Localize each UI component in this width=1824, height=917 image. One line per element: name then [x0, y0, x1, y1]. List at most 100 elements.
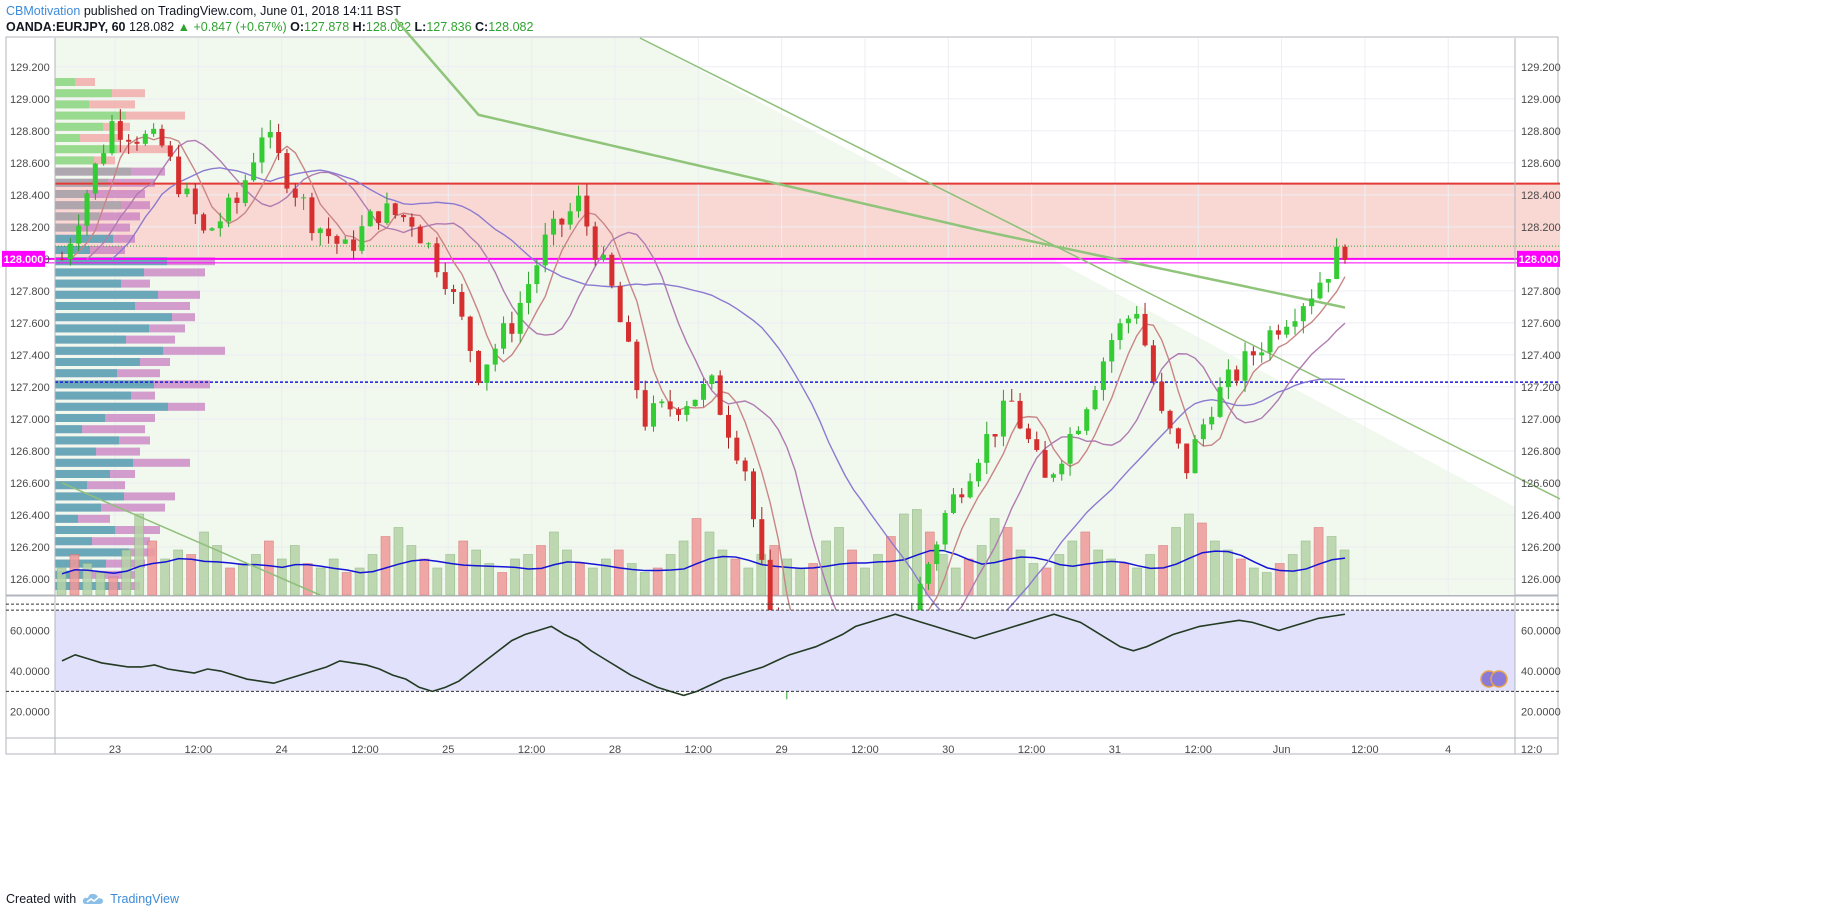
- candle-body[interactable]: [1225, 369, 1231, 388]
- candle-body[interactable]: [1192, 439, 1198, 474]
- candle-body[interactable]: [1217, 387, 1223, 417]
- candle-body[interactable]: [376, 211, 382, 223]
- candle-body[interactable]: [151, 128, 157, 134]
- candle-body[interactable]: [1200, 424, 1206, 440]
- candle-body[interactable]: [509, 323, 515, 334]
- candle-body[interactable]: [426, 243, 432, 245]
- candle-body[interactable]: [126, 139, 132, 142]
- candle-body[interactable]: [117, 121, 123, 140]
- candle-body[interactable]: [1075, 430, 1081, 435]
- candle-body[interactable]: [1325, 279, 1331, 283]
- candle-body[interactable]: [1025, 428, 1031, 440]
- candle-body[interactable]: [217, 221, 223, 229]
- candle-body[interactable]: [717, 375, 723, 415]
- candle-body[interactable]: [1059, 463, 1065, 475]
- candle-body[interactable]: [942, 512, 948, 545]
- candle-body[interactable]: [984, 434, 990, 463]
- candle-body[interactable]: [401, 215, 407, 218]
- candle-body[interactable]: [1159, 381, 1165, 411]
- candle-body[interactable]: [1150, 345, 1156, 382]
- candle-body[interactable]: [176, 156, 182, 195]
- candle-body[interactable]: [601, 254, 607, 260]
- candle-body[interactable]: [234, 197, 240, 203]
- candle-body[interactable]: [109, 121, 115, 154]
- candle-body[interactable]: [584, 195, 590, 227]
- candle-body[interactable]: [567, 211, 573, 225]
- candle-body[interactable]: [267, 132, 273, 138]
- candle-body[interactable]: [201, 214, 207, 231]
- candle-body[interactable]: [634, 341, 640, 391]
- candle-body[interactable]: [725, 414, 731, 438]
- candle-body[interactable]: [409, 217, 415, 227]
- candle-body[interactable]: [659, 401, 665, 404]
- candle-body[interactable]: [184, 188, 190, 195]
- candle-body[interactable]: [159, 128, 165, 146]
- candle-body[interactable]: [167, 145, 173, 157]
- candle-body[interactable]: [317, 228, 323, 234]
- candle-body[interactable]: [750, 471, 756, 520]
- candle-body[interactable]: [192, 188, 198, 215]
- candle-body[interactable]: [1342, 246, 1348, 260]
- candle-body[interactable]: [517, 302, 523, 334]
- candle-body[interactable]: [259, 137, 265, 163]
- candle-body[interactable]: [101, 153, 107, 164]
- candle-body[interactable]: [1142, 313, 1148, 346]
- candle-body[interactable]: [576, 195, 582, 212]
- candle-body[interactable]: [226, 197, 232, 222]
- candle-body[interactable]: [1300, 306, 1306, 322]
- candle-body[interactable]: [451, 289, 457, 293]
- candle-body[interactable]: [759, 519, 765, 560]
- candle-body[interactable]: [734, 437, 740, 461]
- candle-body[interactable]: [467, 316, 473, 351]
- candle-body[interactable]: [1309, 298, 1315, 307]
- author-link[interactable]: CBMotivation: [6, 4, 81, 18]
- candle-body[interactable]: [351, 239, 357, 251]
- candle-body[interactable]: [384, 203, 390, 223]
- candle-body[interactable]: [1167, 410, 1173, 429]
- tradingview-link[interactable]: TradingView: [110, 892, 179, 906]
- candle-body[interactable]: [684, 406, 690, 415]
- candle-body[interactable]: [434, 243, 440, 273]
- candle-body[interactable]: [934, 544, 940, 565]
- candle-body[interactable]: [1000, 400, 1006, 437]
- candle-body[interactable]: [1117, 323, 1123, 341]
- candle-body[interactable]: [1084, 409, 1090, 431]
- candle-body[interactable]: [1267, 330, 1273, 353]
- candle-body[interactable]: [359, 226, 365, 251]
- candle-body[interactable]: [392, 203, 398, 216]
- candle-body[interactable]: [551, 218, 557, 235]
- candle-body[interactable]: [1067, 434, 1073, 464]
- candle-body[interactable]: [459, 292, 465, 317]
- candle-body[interactable]: [626, 322, 632, 342]
- candle-body[interactable]: [284, 153, 290, 189]
- candle-body[interactable]: [1250, 351, 1256, 356]
- candle-body[interactable]: [134, 141, 140, 144]
- candle-body[interactable]: [542, 234, 548, 266]
- candle-body[interactable]: [484, 364, 490, 383]
- candle-body[interactable]: [992, 434, 998, 437]
- candle-body[interactable]: [417, 226, 423, 244]
- candle-body[interactable]: [342, 239, 348, 244]
- candle-body[interactable]: [209, 228, 215, 231]
- candle-body[interactable]: [667, 401, 673, 410]
- candle-body[interactable]: [84, 193, 90, 226]
- candle-body[interactable]: [301, 197, 307, 199]
- candle-body[interactable]: [1259, 352, 1265, 356]
- candle-body[interactable]: [476, 350, 482, 383]
- candle-body[interactable]: [526, 284, 532, 303]
- candle-body[interactable]: [701, 383, 706, 400]
- candle-body[interactable]: [326, 228, 332, 237]
- candle-body[interactable]: [334, 236, 340, 244]
- candle-body[interactable]: [592, 226, 598, 260]
- candle-body[interactable]: [492, 348, 498, 365]
- candle-body[interactable]: [959, 494, 965, 498]
- candle-body[interactable]: [917, 583, 923, 616]
- replay-badge-icon[interactable]: [1480, 670, 1508, 688]
- candle-body[interactable]: [676, 409, 682, 415]
- candle-body[interactable]: [367, 211, 373, 227]
- candle-body[interactable]: [442, 272, 448, 290]
- candle-body[interactable]: [1317, 282, 1323, 299]
- candle-body[interactable]: [709, 375, 715, 384]
- candle-body[interactable]: [1092, 390, 1098, 410]
